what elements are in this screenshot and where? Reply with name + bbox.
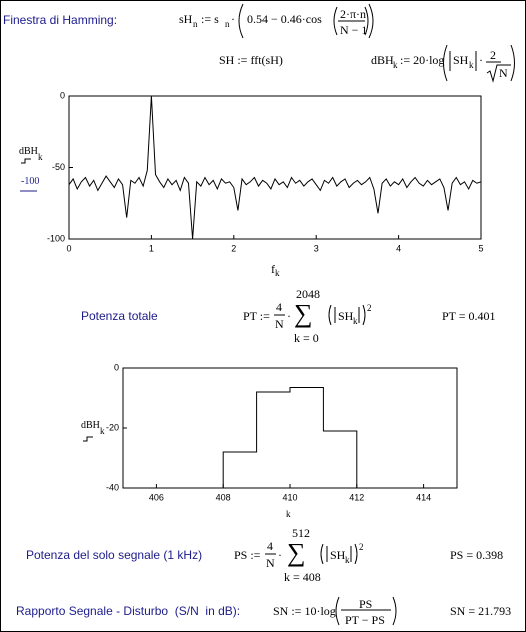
formula-text: := 20·log — [400, 53, 445, 67]
formula-sub: k — [353, 316, 358, 326]
formula-text: := s — [201, 12, 219, 26]
y-axis-label-sub: k — [100, 426, 105, 436]
formula-text: 2 — [490, 48, 496, 62]
x-tick-label: 412 — [349, 492, 364, 502]
x-tick-label: 2 — [231, 243, 236, 253]
y-axis-label: dBH — [81, 420, 100, 431]
formula-text: 2·π·n — [340, 7, 367, 21]
x-axis-label: k — [286, 509, 291, 519]
formula-sub: n — [225, 19, 230, 29]
formula-sub: n — [193, 19, 198, 29]
result: PS = 0.398 — [450, 548, 504, 562]
x-tick-label: 408 — [216, 492, 231, 502]
y-axis-label: dBH — [19, 146, 38, 157]
formula-sub: k — [345, 555, 350, 565]
formula-text: ∑ — [287, 538, 306, 567]
plot-frame — [68, 95, 482, 240]
formula-sub: k — [469, 60, 474, 70]
formula-text: · — [287, 309, 291, 323]
formula-text: SH — [453, 53, 469, 67]
label: Potenza del solo segnale (1 kHz) — [26, 548, 203, 562]
y-tick-label: -20 — [106, 422, 119, 432]
result: PT = 0.401 — [442, 309, 496, 323]
formula-text: sH — [179, 12, 193, 26]
formula-text: · — [278, 548, 282, 562]
x-tick-label: 5 — [478, 243, 483, 253]
trace-label: -100 — [21, 176, 40, 187]
formula-text: 512 — [292, 526, 310, 540]
formula-text: PT := — [243, 309, 270, 323]
formula-glyphs — [20, 3, 515, 626]
formula-text: PT − PS — [345, 613, 385, 627]
formula-text: SN := 10·log — [273, 604, 336, 618]
line-series — [189, 387, 358, 489]
formula-text: N — [266, 556, 275, 570]
formula-text: k = 0 — [294, 331, 319, 345]
formula-text: SH — [338, 309, 354, 323]
formula-text: · — [479, 53, 483, 67]
formula-text: 4 — [276, 300, 282, 314]
y-tick-label: 0 — [114, 362, 119, 372]
label: Potenza totale — [81, 309, 158, 323]
y-tick-label: -50 — [52, 162, 65, 172]
y-tick-label: -100 — [47, 233, 65, 243]
formula-text: SH — [330, 548, 346, 562]
formula-sub: k — [393, 60, 398, 70]
x-tick-label: 4 — [396, 243, 401, 253]
formula-text: 0.54 − 0.46·cos — [247, 12, 322, 26]
formula-text: k = 408 — [284, 570, 321, 584]
x-axis-label-sub: k — [275, 268, 280, 278]
x-tick-label: 414 — [416, 492, 431, 502]
x-tick-label: 1 — [149, 243, 154, 253]
formula-text: PS := — [234, 548, 261, 562]
label: Finestra di Hamming: — [3, 13, 118, 27]
formula-text: N − 1 — [340, 23, 368, 37]
y-axis-label-sub: k — [38, 152, 43, 162]
line-series — [68, 95, 482, 240]
formula-text: SH := fft(sH) — [219, 53, 283, 67]
x-tick-label: 410 — [282, 492, 297, 502]
formula-text: N — [499, 66, 508, 80]
x-tick-label: 0 — [66, 243, 71, 253]
formula-text: PS — [359, 597, 373, 611]
formula-text: · — [231, 12, 235, 26]
formula-text: 4 — [267, 539, 273, 553]
formula-text: 2048 — [296, 287, 320, 301]
label: Rapporto Segnale - Disturbo (S/N in dB): — [16, 604, 241, 618]
formula-text: dBH — [371, 53, 394, 67]
x-tick-label: 3 — [314, 243, 319, 253]
formula-sup: 2 — [367, 303, 372, 313]
plot-frame — [122, 367, 458, 489]
formula-text: N — [275, 317, 284, 331]
y-tick-label: 0 — [60, 90, 65, 100]
formula-sup: 2 — [359, 542, 364, 552]
x-axis-label: f — [271, 262, 275, 276]
x-tick-label: 406 — [149, 492, 164, 502]
formula-text: ∑ — [294, 299, 313, 328]
y-tick-label: -40 — [106, 482, 119, 492]
result: SN = 21.793 — [450, 604, 512, 618]
